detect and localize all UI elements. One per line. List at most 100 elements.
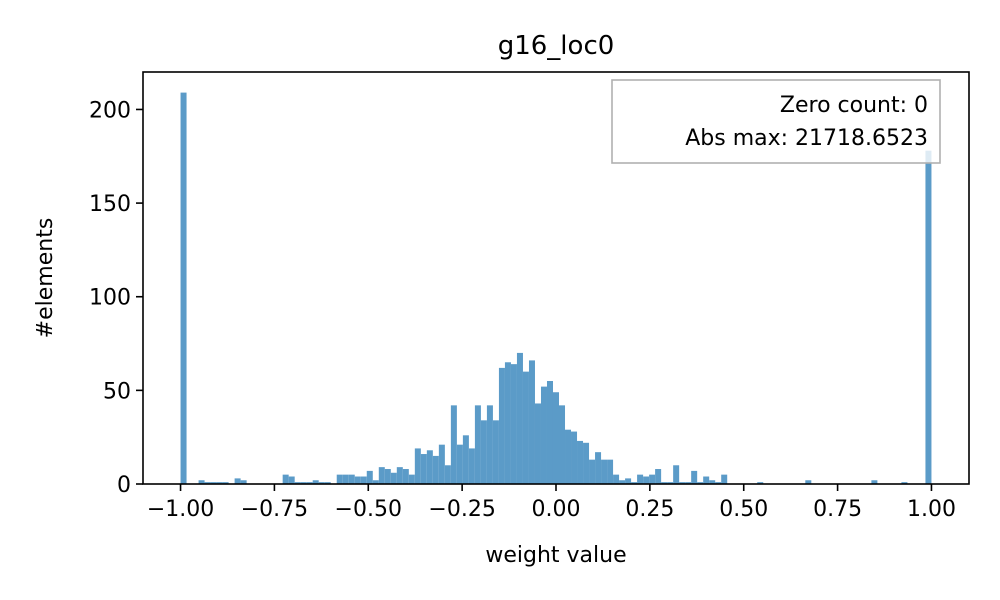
histogram-bar	[396, 467, 403, 484]
histogram-bar	[384, 469, 391, 484]
histogram-bar	[721, 474, 728, 484]
histogram-bar	[468, 448, 475, 484]
histogram-bar	[300, 482, 307, 484]
histogram-bar	[378, 467, 385, 484]
histogram-bar	[643, 476, 650, 484]
x-tick-label: 0.50	[719, 497, 768, 522]
x-tick-label: −1.00	[147, 497, 214, 522]
histogram-bars	[180, 92, 932, 484]
x-tick-label: 1.00	[907, 497, 956, 522]
histogram-bar	[426, 450, 433, 484]
histogram-bar	[757, 482, 764, 484]
histogram-bar	[342, 474, 349, 484]
histogram-bar	[216, 482, 223, 484]
histogram-bar	[198, 480, 205, 484]
histogram-bar	[390, 472, 397, 484]
histogram-bar	[492, 420, 499, 484]
histogram-bar	[222, 482, 229, 484]
histogram-bar	[354, 476, 361, 484]
histogram-bar	[637, 474, 644, 484]
histogram-bar	[577, 440, 584, 484]
histogram-bar	[522, 371, 529, 484]
histogram-bar	[516, 352, 523, 484]
histogram-bar	[462, 435, 469, 484]
histogram-bar	[552, 392, 560, 484]
histogram-bar	[625, 478, 632, 484]
histogram-bar	[438, 444, 445, 484]
x-tick-label: −0.75	[241, 497, 308, 522]
x-axis: −1.00 −0.75 −0.50 −0.25 0.00 0.25 0.50 0.75 1.00	[147, 484, 956, 522]
histogram-bar	[486, 405, 493, 484]
histogram-bar	[565, 429, 572, 484]
histogram-bar	[715, 482, 722, 484]
histogram-bar	[679, 482, 686, 484]
histogram-bar	[709, 480, 716, 484]
histogram-bar	[667, 482, 674, 484]
histogram-bar	[871, 480, 878, 484]
y-tick-label: 100	[89, 286, 131, 311]
histogram-bar	[234, 478, 241, 484]
x-tick-label: 0.25	[625, 497, 674, 522]
histogram-bar	[474, 405, 481, 484]
histogram-bar	[432, 455, 439, 484]
histogram-bar	[534, 403, 541, 484]
legend-abs-max: Abs max: 21718.6523	[685, 126, 928, 151]
histogram-bar	[414, 448, 421, 484]
histogram-bar	[180, 92, 187, 484]
chart-title: g16_loc0	[498, 31, 615, 61]
histogram-bar	[703, 476, 710, 484]
x-tick-label: 0.00	[532, 497, 581, 522]
histogram-bar	[619, 480, 626, 484]
histogram-bar	[498, 367, 505, 484]
histogram-bar	[546, 381, 553, 484]
histogram-bar	[372, 480, 379, 484]
histogram-bar	[480, 420, 487, 484]
histogram-bar	[583, 442, 590, 484]
histogram-bar	[613, 474, 620, 484]
histogram-bar	[685, 482, 692, 484]
x-axis-title: weight value	[485, 543, 626, 568]
y-tick-label: 150	[89, 192, 131, 217]
histogram-bar	[504, 362, 511, 484]
histogram-bar	[324, 482, 331, 484]
histogram-bar	[691, 470, 698, 484]
histogram-bar	[240, 480, 247, 484]
y-tick-label: 200	[89, 98, 131, 123]
histogram-bar	[649, 474, 656, 484]
histogram-bar	[210, 482, 217, 484]
histogram-bar	[697, 482, 704, 484]
histogram-bar	[607, 459, 614, 484]
histogram-bar	[528, 360, 535, 484]
histogram-bar	[420, 454, 427, 484]
histogram-bar	[348, 474, 355, 484]
histogram-bar	[408, 474, 415, 484]
histogram-bar	[402, 469, 409, 484]
histogram-bar	[318, 482, 325, 484]
y-tick-label: 50	[103, 379, 131, 404]
legend-zero-count: Zero count: 0	[780, 93, 928, 118]
histogram-bar	[306, 482, 313, 484]
histogram-bar	[282, 474, 289, 484]
histogram-bar	[805, 480, 812, 484]
histogram-bar	[540, 386, 547, 484]
histogram-bar	[655, 469, 662, 484]
histogram-bar	[288, 476, 295, 484]
histogram-bar	[661, 482, 668, 484]
x-tick-label: −0.25	[428, 497, 495, 522]
histogram-bar	[366, 470, 373, 484]
legend-box: Zero count: 0 Abs max: 21718.6523	[611, 79, 941, 164]
x-tick-label: −0.50	[335, 497, 402, 522]
y-axis-title: #elements	[33, 218, 58, 339]
histogram-bar	[294, 482, 301, 484]
histogram-bar	[925, 150, 932, 484]
histogram-bar	[901, 482, 908, 484]
y-axis: 0 50 100 150 200	[89, 98, 143, 498]
histogram-bar	[510, 364, 517, 484]
histogram-bar	[450, 405, 457, 484]
x-tick-label: 0.75	[813, 497, 862, 522]
histogram-bar	[595, 452, 602, 484]
histogram-bar	[559, 405, 566, 484]
histogram-bar	[571, 431, 578, 484]
histogram-bar	[601, 459, 608, 484]
